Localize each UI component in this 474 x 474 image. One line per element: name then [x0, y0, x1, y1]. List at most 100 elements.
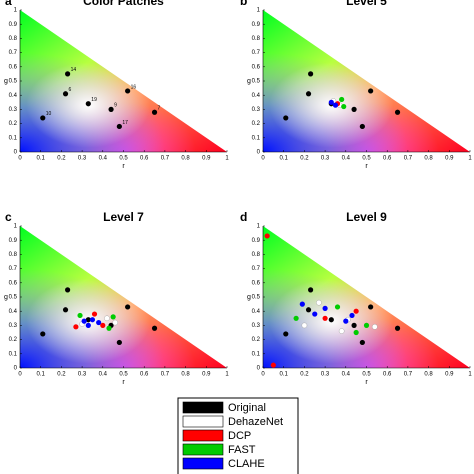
- y-tick-label: 0.3: [9, 107, 18, 113]
- y-tick-label: 0.2: [252, 337, 261, 343]
- x-tick-label: 0.2: [300, 156, 309, 162]
- x-tick-label: 1: [225, 156, 229, 162]
- legend-label: DehazeNet: [228, 416, 283, 428]
- y-tick-label: 0.8: [252, 252, 261, 258]
- x-tick-label: 0.7: [161, 372, 170, 378]
- x-tick-label: 1: [468, 372, 472, 378]
- point-label: 14: [71, 67, 77, 73]
- x-tick-label: 0.1: [280, 372, 289, 378]
- x-tick-label: 0.1: [37, 372, 46, 378]
- legend-swatch: [182, 415, 224, 428]
- y-axis-label: g: [4, 294, 8, 301]
- point: [110, 314, 116, 320]
- x-tick-label: 0.8: [424, 156, 433, 162]
- x-tick-label: 0.2: [57, 372, 66, 378]
- point: [394, 325, 401, 331]
- x-tick-label: 0.4: [342, 156, 351, 162]
- point: [301, 322, 308, 329]
- x-tick-label: 0.4: [99, 156, 108, 162]
- point: [299, 301, 305, 307]
- x-tick-label: 0.6: [383, 372, 392, 378]
- x-tick-label: 0.8: [181, 372, 190, 378]
- point-label: 16: [131, 84, 137, 90]
- x-tick-label: 1: [468, 156, 472, 162]
- point: [40, 115, 46, 121]
- y-tick-label: 0.9: [252, 22, 261, 28]
- point: [363, 322, 370, 328]
- y-tick-label: 0.5: [252, 79, 261, 85]
- legend-swatch: [182, 457, 224, 470]
- y-tick-label: 1: [14, 224, 18, 230]
- point: [108, 106, 114, 112]
- y-tick-label: 0.2: [9, 337, 18, 343]
- point: [112, 319, 119, 326]
- y-tick-label: 0.6: [252, 64, 261, 70]
- point: [62, 91, 69, 97]
- x-tick-label: 0: [261, 156, 265, 162]
- point: [334, 304, 341, 310]
- x-tick-label: 0.8: [181, 156, 190, 162]
- y-tick-label: 0.5: [9, 79, 18, 85]
- x-tick-label: 0.5: [362, 372, 371, 378]
- chromaticity-area: [20, 226, 227, 368]
- point: [106, 325, 112, 331]
- point: [351, 106, 357, 112]
- point: [339, 96, 345, 103]
- y-tick-label: 0: [257, 366, 261, 372]
- panel-label: b: [240, 0, 247, 8]
- y-tick-label: 0.9: [9, 238, 18, 244]
- point: [100, 322, 106, 328]
- point: [328, 317, 334, 323]
- x-tick-label: 0.6: [383, 156, 392, 162]
- y-tick-label: 1: [257, 8, 261, 14]
- y-tick-label: 0.8: [9, 36, 18, 42]
- point-label: 9: [114, 103, 117, 109]
- point: [322, 305, 328, 311]
- y-tick-label: 0.2: [9, 121, 18, 127]
- point: [151, 325, 158, 331]
- point: [85, 322, 91, 328]
- chart-title: Level 9: [346, 210, 387, 224]
- point: [264, 233, 270, 239]
- point: [125, 88, 131, 94]
- y-tick-label: 0.6: [252, 280, 261, 286]
- point: [91, 311, 98, 317]
- point: [322, 315, 328, 321]
- point: [151, 109, 158, 115]
- panel-label: c: [5, 210, 12, 224]
- point-label: 19: [91, 97, 97, 103]
- legend-label: CLAHE: [228, 458, 265, 470]
- panel: 0 0.1 0.2 0.3 0.4 0.5 0.6 0.7 0.8 0.9 100.10.20.30…: [240, 0, 472, 170]
- chromaticity-area: [263, 10, 470, 152]
- x-axis-label: r: [122, 163, 125, 170]
- y-tick-label: 0.8: [9, 252, 18, 258]
- point: [351, 322, 357, 328]
- point: [125, 304, 131, 310]
- y-tick-label: 0: [14, 366, 18, 372]
- point: [371, 324, 378, 330]
- x-tick-label: 0.4: [342, 372, 351, 378]
- point: [368, 304, 374, 310]
- point: [283, 115, 289, 121]
- y-tick-label: 0.7: [9, 50, 18, 56]
- point: [283, 331, 289, 337]
- point: [338, 328, 345, 334]
- x-tick-label: 0.2: [57, 156, 66, 162]
- x-tick-label: 0.3: [321, 372, 330, 378]
- point: [368, 88, 374, 94]
- y-tick-label: 0.7: [252, 266, 261, 272]
- legend-swatch: [182, 429, 224, 442]
- point-label: 17: [122, 120, 128, 126]
- y-tick-label: 0.9: [9, 22, 18, 28]
- x-tick-label: 0.8: [424, 372, 433, 378]
- point: [81, 318, 87, 324]
- y-tick-label: 0.3: [9, 323, 18, 329]
- y-tick-label: 0.4: [252, 309, 261, 315]
- chromaticity-area: [20, 10, 227, 152]
- point: [77, 312, 83, 319]
- point: [293, 315, 299, 321]
- y-axis-label: g: [4, 78, 8, 85]
- y-tick-label: 0.4: [252, 93, 261, 99]
- panel: 0 0.1 0.2 0.3 0.4 0.5 0.6 0.7 0.8 0.9 100.10.20.30…: [4, 0, 229, 170]
- x-tick-label: 0.5: [119, 156, 128, 162]
